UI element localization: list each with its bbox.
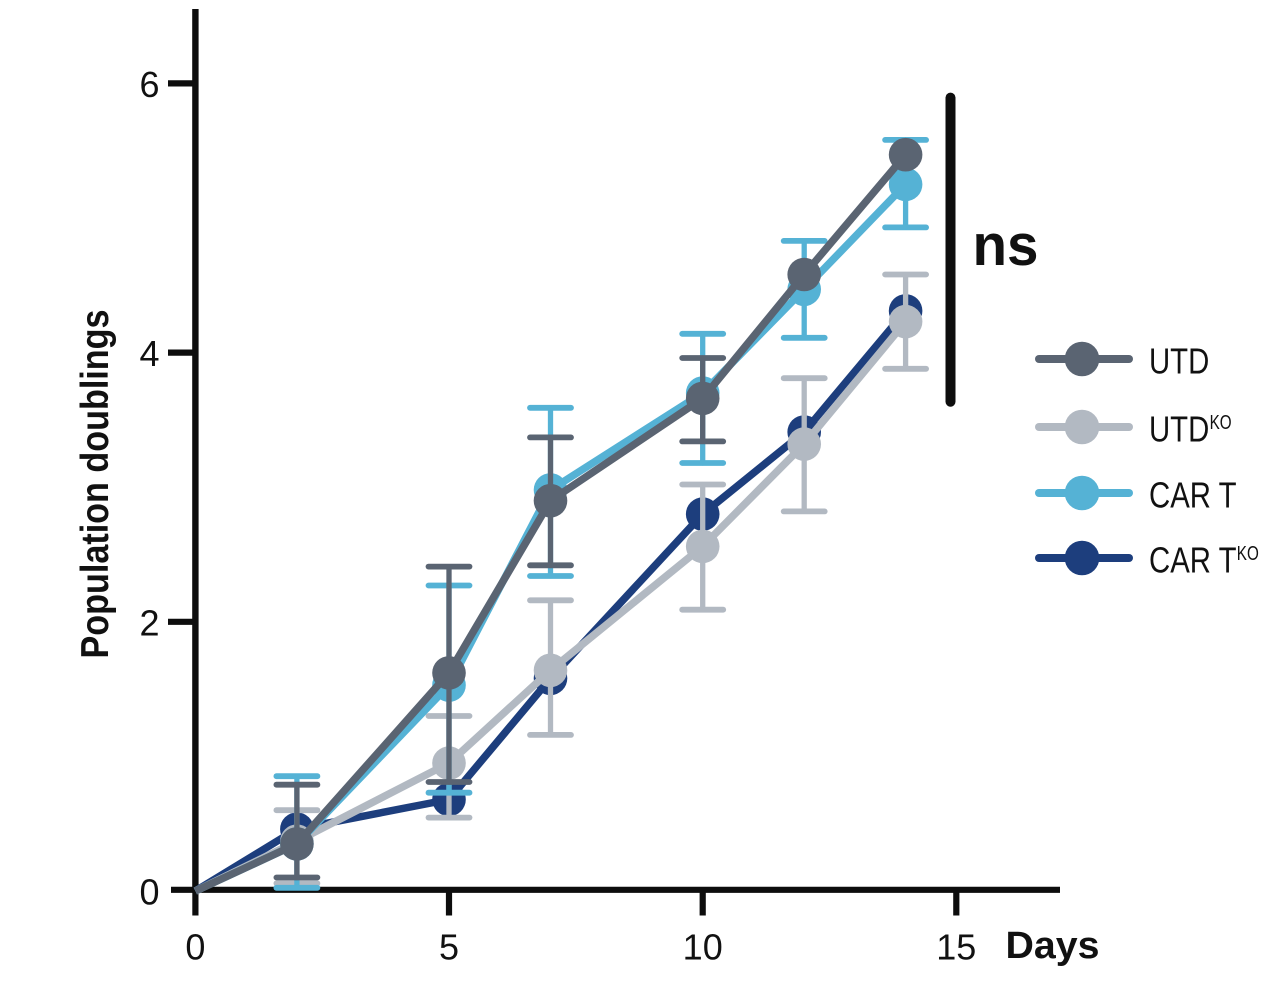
svg-text:2: 2	[139, 602, 159, 643]
svg-text:ns: ns	[973, 213, 1039, 278]
svg-text:4: 4	[139, 333, 159, 374]
svg-text:Days: Days	[1006, 925, 1100, 967]
svg-text:UTD: UTD	[1149, 341, 1209, 382]
svg-text:UTD: UTD	[1149, 409, 1209, 450]
svg-text:5: 5	[439, 926, 459, 967]
svg-text:0: 0	[139, 872, 159, 913]
svg-text:CAR T: CAR T	[1149, 475, 1237, 516]
svg-text:KO: KO	[1210, 412, 1232, 434]
svg-text:6: 6	[139, 64, 159, 105]
svg-text:KO: KO	[1237, 543, 1259, 565]
svg-text:15: 15	[936, 926, 976, 967]
svg-text:10: 10	[683, 926, 723, 967]
svg-text:CAR T: CAR T	[1149, 540, 1237, 581]
svg-text:Population doublings: Population doublings	[74, 310, 117, 659]
svg-text:0: 0	[185, 926, 205, 967]
